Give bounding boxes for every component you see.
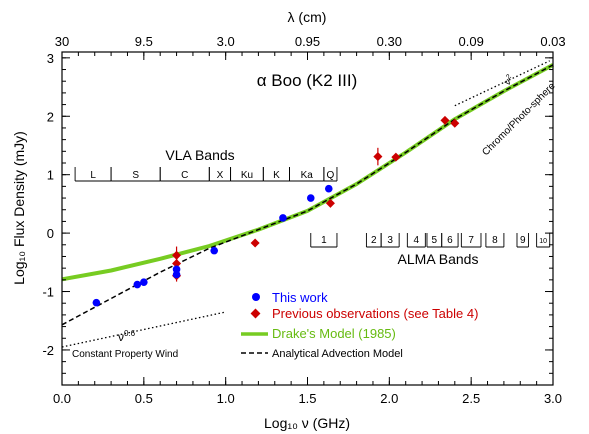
guide-line (454, 60, 550, 107)
bands-layer: L S C X Ku K Ka Q 1 2 3 4 5 6 7 8 9 10 (74, 167, 551, 248)
this-work-point (210, 246, 219, 255)
this-work-point (172, 265, 181, 274)
vla-band-label: C (181, 170, 188, 181)
alma-band-label: 10 (539, 238, 547, 245)
alma-band-bracket (441, 233, 459, 248)
wind-annotation: Constant Property Wind (72, 349, 178, 360)
x-tick-label: 2.5 (462, 391, 480, 406)
x-tick-label: 0.5 (135, 391, 153, 406)
alma-band-label: 5 (432, 235, 438, 246)
guide-lines-layer (61, 60, 550, 348)
alma-title: ALMA Bands (398, 251, 479, 267)
legend-marker-this-work (252, 293, 260, 301)
previous-observation-point (440, 115, 450, 125)
alma-band-bracket (380, 233, 400, 248)
top-tick-label: 0.03 (540, 34, 565, 49)
y-tick-label: 3 (47, 51, 54, 66)
guide-line (61, 311, 226, 348)
vla-band-label: K (273, 170, 280, 181)
alma-band-label: 7 (468, 235, 474, 246)
alma-band-bracket (460, 233, 482, 248)
nu06-annotation: ν0.6 (118, 329, 136, 344)
drake-model-line (61, 63, 554, 282)
legend-label-advection: Analytical Advection Model (272, 348, 403, 360)
vla-band-label: Ku (241, 170, 253, 181)
vla-band-label: L (90, 170, 96, 181)
alma-band-label: 3 (387, 235, 393, 246)
vla-title: VLA Bands (165, 147, 234, 163)
vla-band-label: Q (327, 170, 335, 181)
previous-observation-point (373, 152, 383, 162)
previous-observation-point (250, 238, 260, 248)
axes-layer: 0.0 0.5 1.0 1.5 2.0 2.5 3.030 9.5 3.0 0.95 0.30 0.0… (42, 34, 565, 406)
this-work-point (92, 298, 101, 307)
alma-band-label: 2 (371, 235, 377, 246)
y-axis-label: Log₁₀ Flux Density (mJy) (11, 131, 27, 285)
y-tick-label: 0 (47, 226, 54, 241)
vla-band-label: S (132, 170, 139, 181)
top-axis-label: λ (cm) (288, 9, 327, 25)
legend-marker-previous (250, 308, 261, 319)
top-tick-label: 0.95 (295, 34, 320, 49)
this-work-point (172, 270, 181, 279)
this-work-point (133, 280, 142, 289)
legend-label-this-work: This work (272, 290, 328, 305)
y-tick-label: 2 (47, 109, 54, 124)
vla-band-label: Ka (301, 170, 314, 181)
top-tick-label: 3.0 (217, 34, 235, 49)
y-tick-label: 1 (47, 168, 54, 183)
nu2-annotation: ν2 (502, 73, 517, 88)
alma-band-label: 4 (414, 235, 420, 246)
vla-band-bracket (323, 167, 338, 182)
chart-title: α Boo (K2 III) (257, 71, 358, 90)
vla-band-label: X (217, 170, 224, 181)
legend-label-drake: Drake's Model (1985) (272, 326, 396, 341)
legend: This work Previous observations (see Tab… (241, 290, 478, 360)
x-tick-label: 1.0 (217, 391, 235, 406)
alma-band-bracket (485, 233, 505, 248)
top-tick-label: 9.5 (135, 34, 153, 49)
top-tick-label: 30 (55, 34, 69, 49)
alma-band-bracket (516, 233, 529, 248)
previous-observation-point (325, 198, 335, 208)
top-tick-label: 0.30 (377, 34, 402, 49)
legend-label-previous: Previous observations (see Table 4) (272, 306, 478, 321)
alma-band-label: 8 (492, 235, 498, 246)
this-work-point (324, 184, 333, 193)
top-tick-label: 0.09 (459, 34, 484, 49)
x-axis-label: Log₁₀ ν (GHz) (264, 415, 350, 431)
y-tick-label: -2 (42, 343, 54, 358)
this-work-point (279, 214, 287, 222)
alma-band-bracket (406, 233, 426, 248)
previous-observation-point (172, 258, 182, 269)
this-work-point (140, 278, 148, 286)
x-tick-label: 3.0 (544, 391, 562, 406)
x-tick-label: 2.0 (380, 391, 398, 406)
alma-band-label: 1 (321, 235, 327, 246)
data-points-layer (92, 115, 460, 307)
photosphere-annotation: Chromo/Photo-sphere (480, 80, 558, 158)
alma-band-label: 6 (447, 235, 453, 246)
x-tick-label: 1.5 (298, 391, 316, 406)
alma-band-label: 9 (520, 235, 526, 246)
alma-band-bracket (310, 233, 338, 248)
y-tick-label: -1 (42, 285, 54, 300)
this-work-point (306, 194, 315, 202)
previous-observation-point (450, 118, 460, 128)
x-tick-label: 0.0 (53, 391, 71, 406)
